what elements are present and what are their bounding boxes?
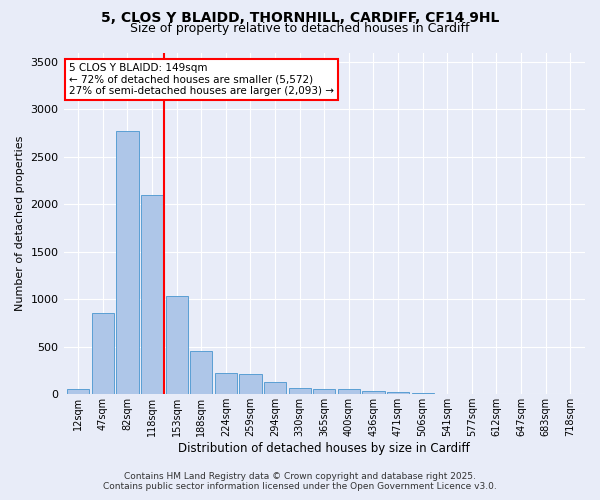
Bar (313, 390, 335, 394)
Text: Contains HM Land Registry data © Crown copyright and database right 2025.
Contai: Contains HM Land Registry data © Crown c… (103, 472, 497, 491)
Bar (362, 391, 385, 394)
Bar (166, 296, 188, 394)
Bar (264, 382, 286, 394)
Bar (289, 388, 311, 394)
Text: 5 CLOS Y BLAIDD: 149sqm
← 72% of detached houses are smaller (5,572)
27% of semi: 5 CLOS Y BLAIDD: 149sqm ← 72% of detache… (69, 62, 334, 96)
Text: Size of property relative to detached houses in Cardiff: Size of property relative to detached ho… (130, 22, 470, 35)
Bar (190, 352, 212, 394)
Bar (412, 392, 434, 394)
Bar (116, 132, 139, 394)
Text: 5, CLOS Y BLAIDD, THORNHILL, CARDIFF, CF14 9HL: 5, CLOS Y BLAIDD, THORNHILL, CARDIFF, CF… (101, 11, 499, 25)
Bar (141, 195, 163, 394)
Bar (239, 374, 262, 394)
Y-axis label: Number of detached properties: Number of detached properties (15, 136, 25, 311)
Bar (387, 392, 409, 394)
X-axis label: Distribution of detached houses by size in Cardiff: Distribution of detached houses by size … (178, 442, 470, 455)
Bar (67, 389, 89, 394)
Bar (215, 374, 237, 394)
Bar (92, 314, 114, 394)
Bar (338, 390, 360, 394)
